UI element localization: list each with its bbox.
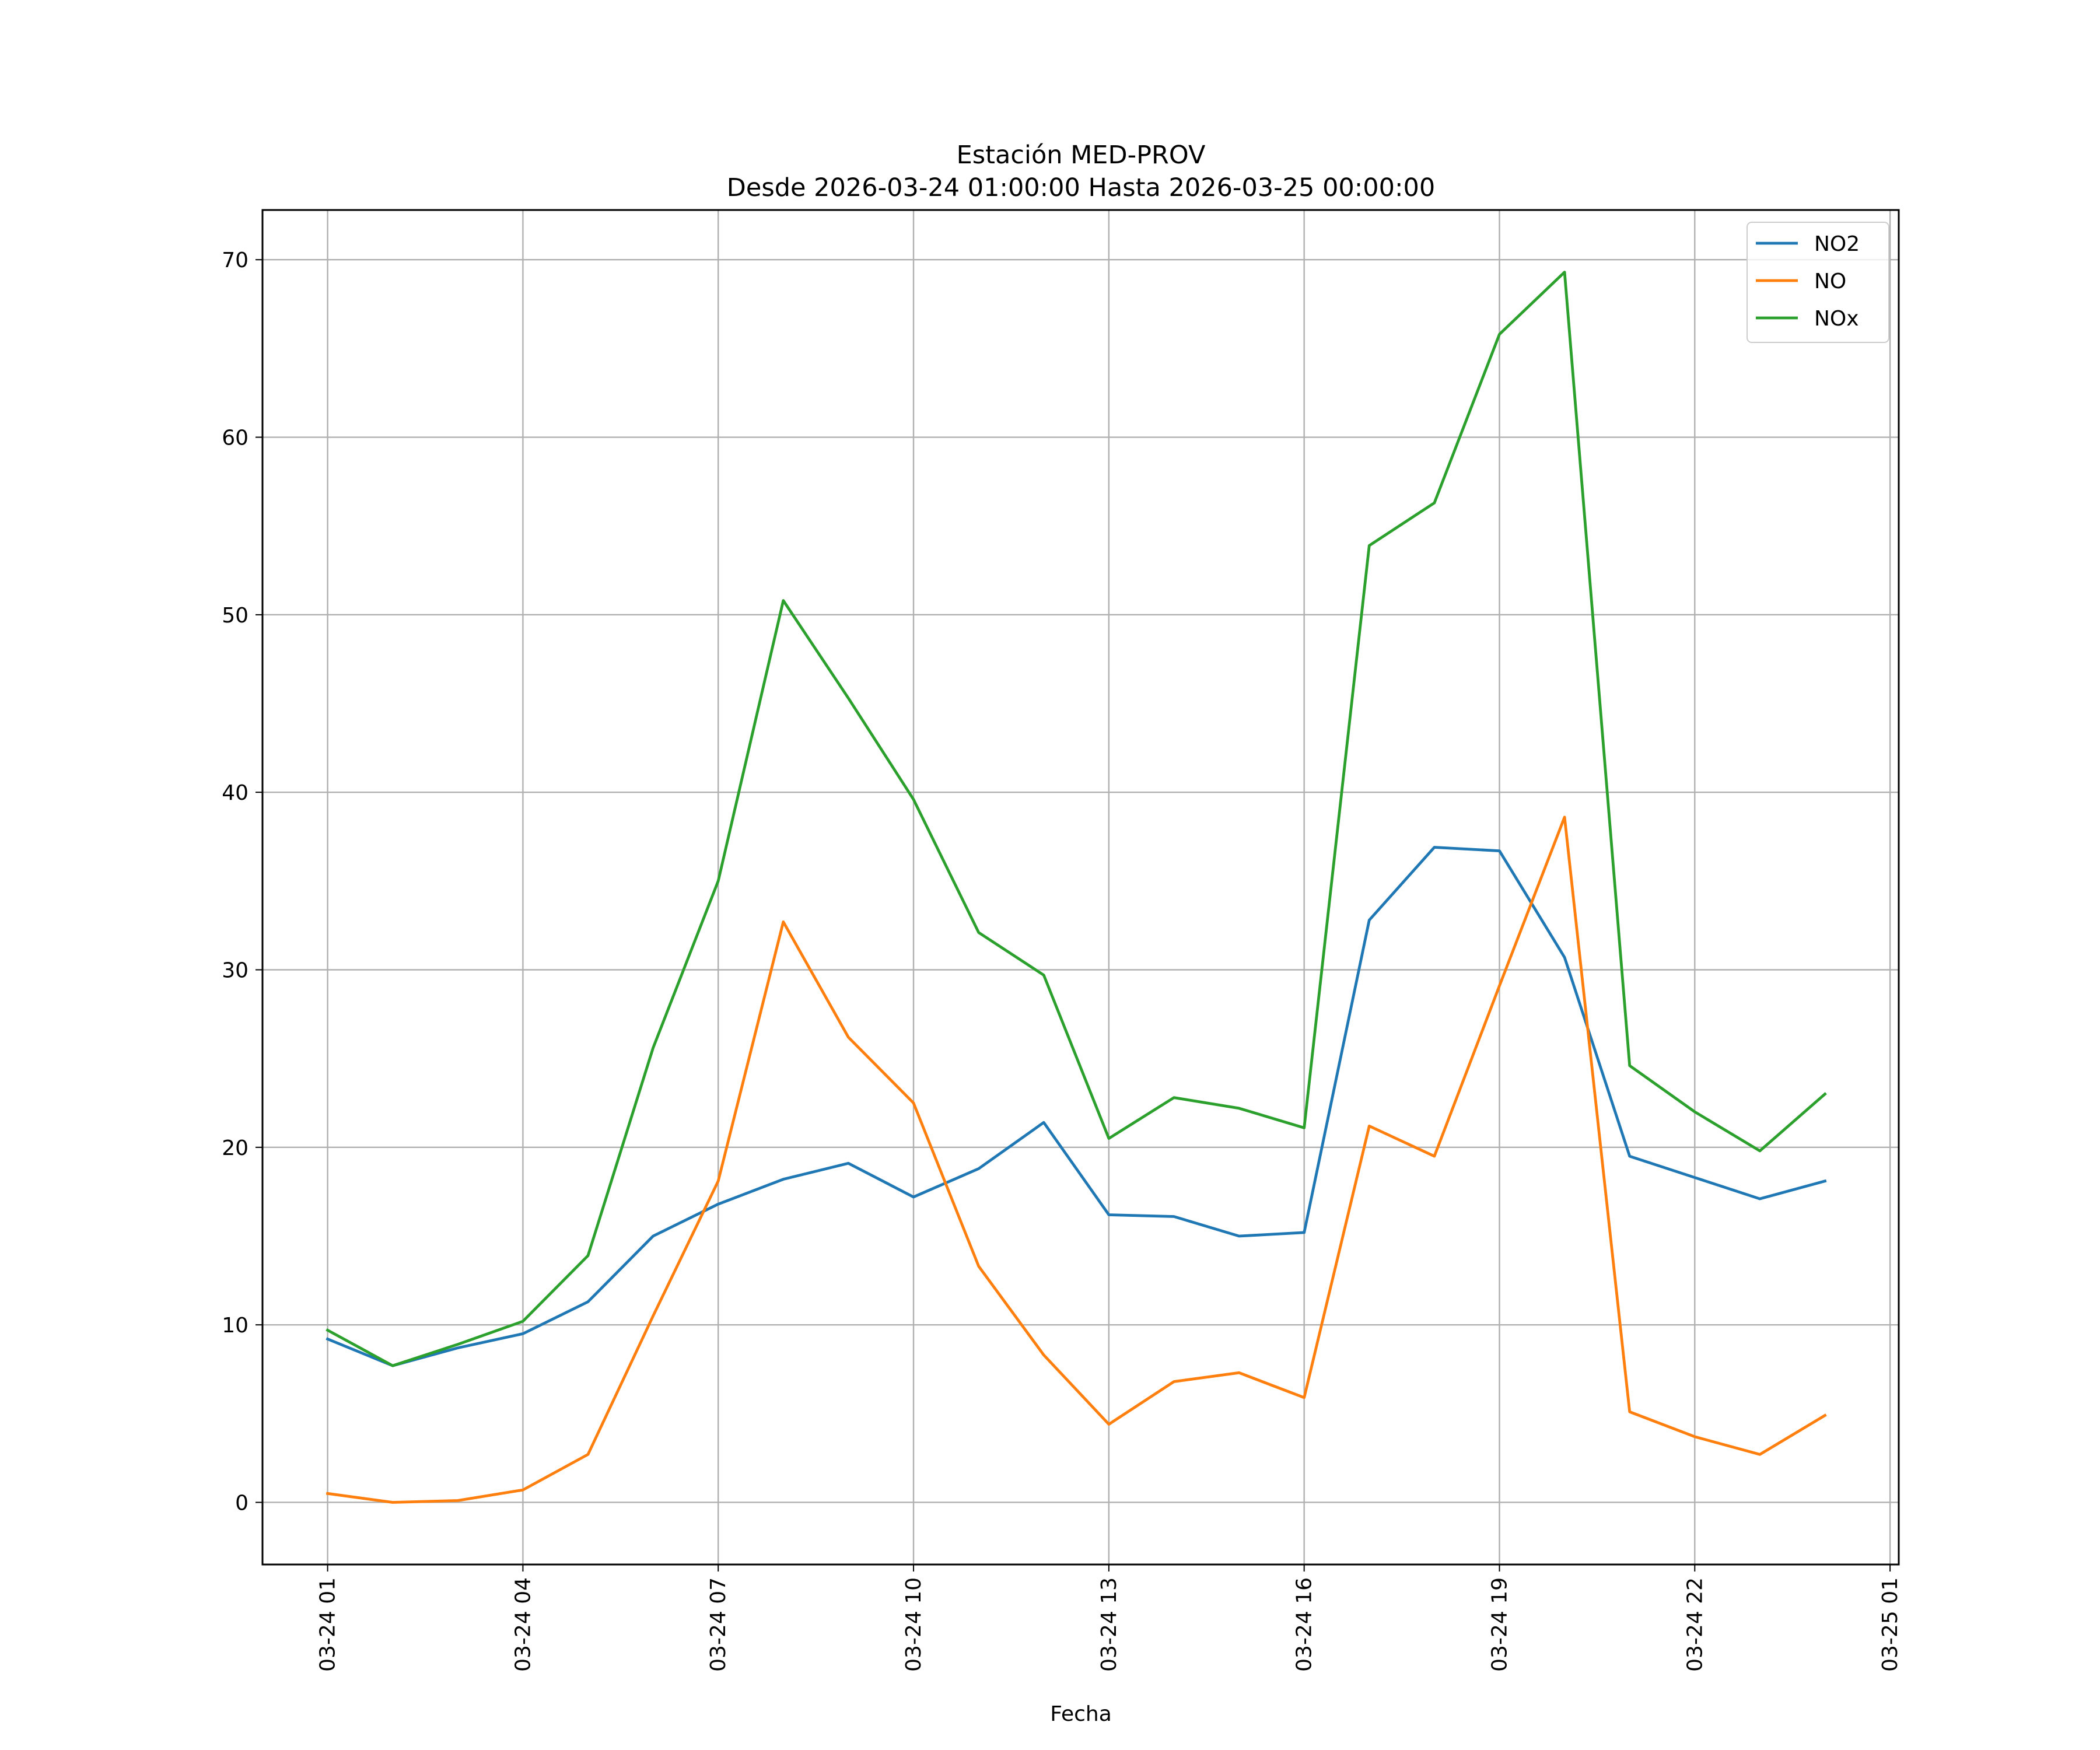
series-line-no <box>326 816 1827 1504</box>
legend-label-no: NO <box>1814 270 1846 293</box>
legend-label-no2: NO2 <box>1814 232 1860 256</box>
y-tick-label: 30 <box>222 959 249 983</box>
y-tick-label: 10 <box>222 1314 249 1338</box>
y-tick-label: 40 <box>222 781 249 805</box>
x-tick-label: 03-24 10 <box>902 1577 926 1672</box>
series-lines <box>326 271 1827 1504</box>
y-tick-label: 50 <box>222 604 249 628</box>
x-tick-label: 03-24 07 <box>706 1577 730 1672</box>
x-tick-label: 03-24 01 <box>316 1577 340 1672</box>
x-tick-label: 03-24 22 <box>1683 1577 1707 1672</box>
x-tick-label: 03-24 19 <box>1488 1577 1511 1672</box>
legend-label-nox: NOx <box>1814 307 1859 331</box>
x-tick-label: 03-24 04 <box>511 1577 535 1672</box>
chart-subtitle: Desde 2026-03-24 01:00:00 Hasta 2026-03-… <box>727 173 1435 202</box>
y-tick-label: 60 <box>222 426 249 450</box>
x-tick-label: 03-24 16 <box>1293 1577 1317 1672</box>
plot-area-frame <box>261 209 1900 1566</box>
legend-box <box>1746 222 1889 343</box>
y-tick-label: 70 <box>222 249 249 272</box>
x-axis-label: Fecha <box>1050 1702 1112 1726</box>
chart-title: Estación MED-PROV <box>957 141 1206 170</box>
x-tick-label: 03-24 13 <box>1097 1577 1121 1672</box>
x-axis-ticks: 03-24 01 03-24 04 03-24 07 03-24 10 03-24 13… <box>316 1564 1902 1672</box>
grid-lines <box>262 210 1899 1564</box>
x-tick-label: 03-25 01 <box>1878 1577 1902 1672</box>
y-tick-label: 20 <box>222 1136 249 1160</box>
legend: NO2 NO NOx <box>1746 222 1889 343</box>
series-line-no2 <box>326 846 1827 1367</box>
y-axis-ticks: 0 10 20 30 40 50 60 70 <box>222 249 262 1515</box>
series-line-nox <box>326 271 1827 1367</box>
y-tick-label: 0 <box>235 1491 249 1515</box>
